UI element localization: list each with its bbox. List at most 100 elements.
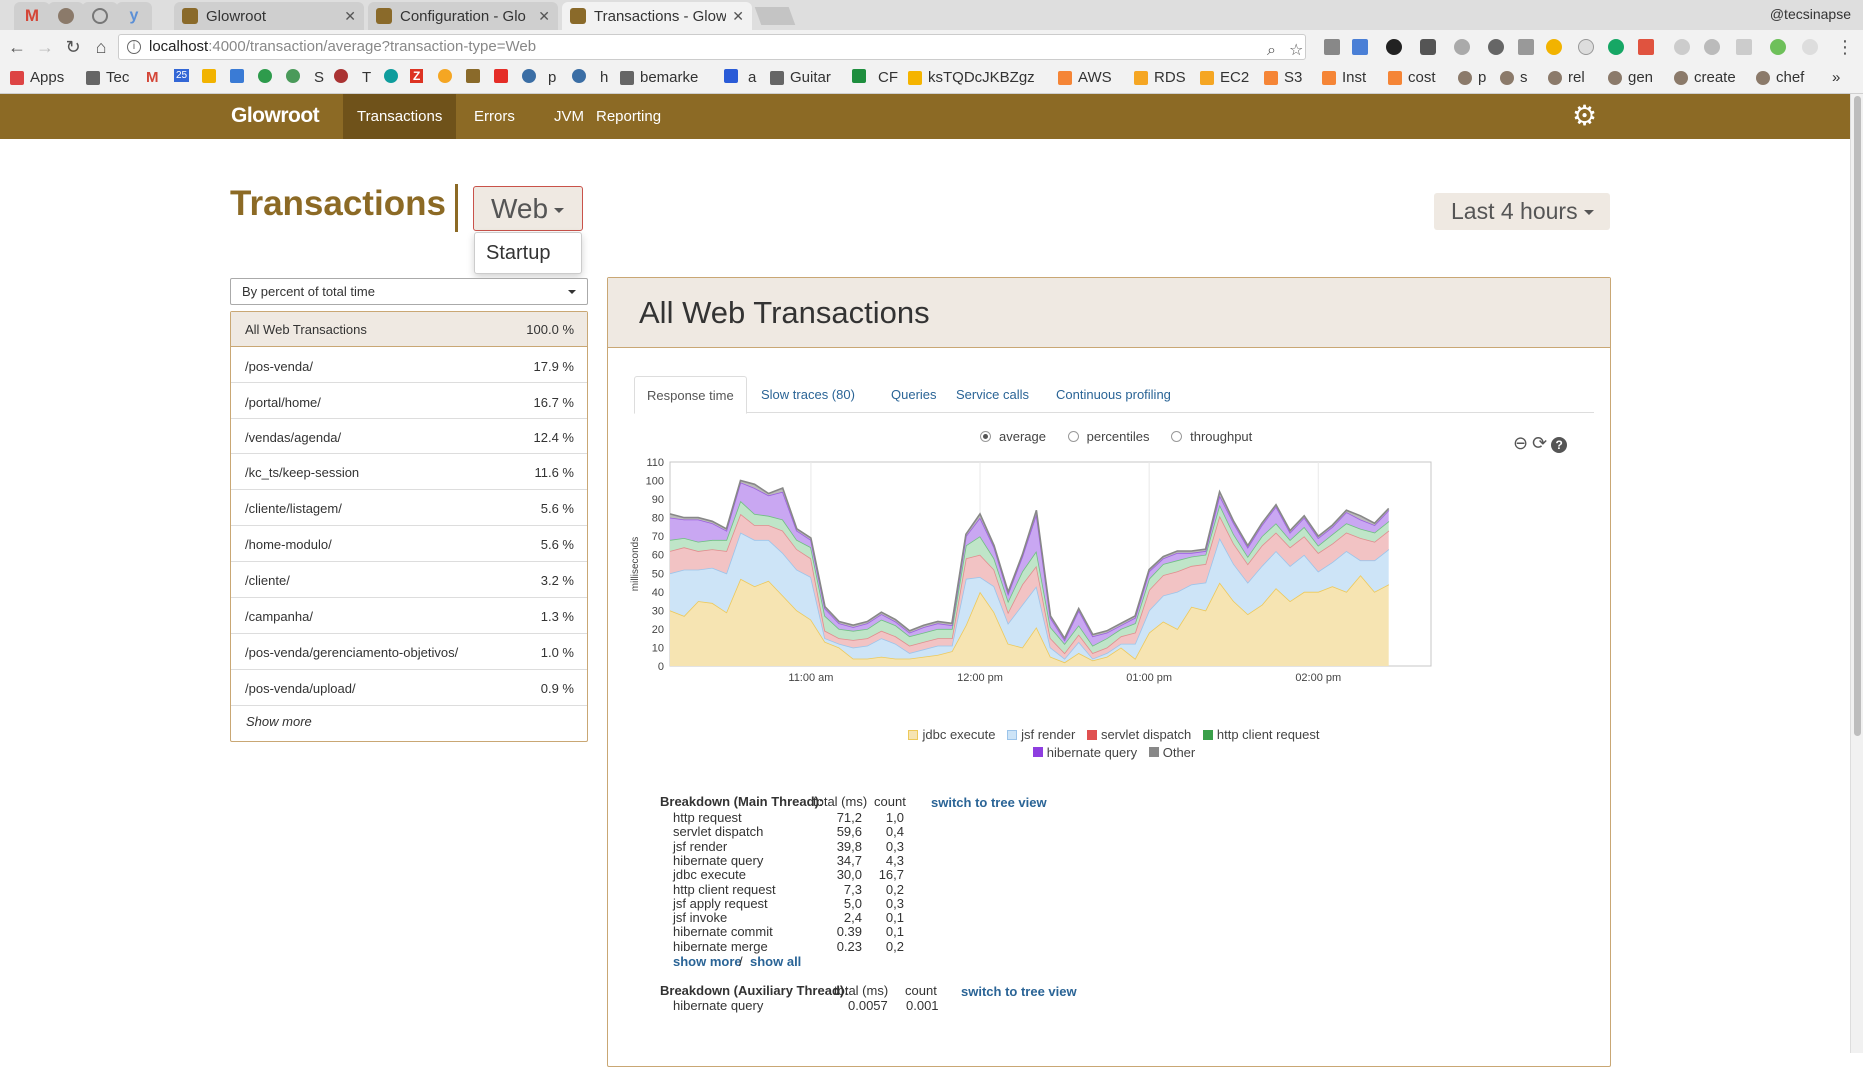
tab-service-calls[interactable]: Service calls bbox=[956, 387, 1029, 402]
forward-icon[interactable]: → bbox=[36, 37, 54, 57]
bookmark[interactable] bbox=[202, 69, 222, 83]
radio-throughput[interactable]: throughput bbox=[1171, 429, 1252, 444]
radio-dot[interactable] bbox=[1171, 431, 1183, 442]
transaction-row[interactable]: /vendas/agenda/ 12.4 % bbox=[231, 419, 587, 454]
extension-icon[interactable] bbox=[1704, 39, 1720, 55]
tab-continuous-profiling[interactable]: Continuous profiling bbox=[1056, 387, 1171, 402]
bookmark[interactable]: T bbox=[362, 69, 372, 86]
bookmark[interactable]: gen bbox=[1608, 69, 1653, 86]
grammarly-icon[interactable] bbox=[1608, 39, 1624, 55]
bookmark[interactable]: p bbox=[548, 69, 557, 86]
extension-icon[interactable] bbox=[1518, 39, 1534, 55]
extension-icon[interactable] bbox=[1802, 39, 1818, 55]
bookmark[interactable]: cost bbox=[1388, 69, 1436, 86]
browser-profile[interactable]: @tecsinapse bbox=[1769, 6, 1851, 22]
bookmark[interactable]: chef bbox=[1756, 69, 1804, 86]
search-icon[interactable]: ⌕ bbox=[1267, 42, 1276, 59]
bookmark[interactable]: AWS bbox=[1058, 69, 1112, 86]
close-icon[interactable]: ✕ bbox=[732, 7, 744, 24]
extension-icon[interactable] bbox=[1638, 39, 1654, 55]
tab-configuration[interactable]: Configuration - Glo ✕ bbox=[368, 2, 558, 30]
legend-item-other[interactable]: Other bbox=[1148, 744, 1195, 761]
transaction-row[interactable]: /portal/home/ 16.7 % bbox=[231, 383, 587, 419]
bookmark[interactable]: rel bbox=[1548, 69, 1585, 86]
extension-icon[interactable] bbox=[1386, 39, 1402, 55]
show-all-link[interactable]: show all bbox=[750, 954, 802, 969]
tab-glowroot[interactable]: Glowroot ✕ bbox=[174, 2, 364, 30]
transaction-row[interactable]: /cliente/listagem/ 5.6 % bbox=[231, 490, 587, 526]
brand-logo[interactable]: Glowroot bbox=[231, 104, 320, 127]
tab-queries[interactable]: Queries bbox=[891, 387, 937, 402]
radio-average[interactable]: average bbox=[980, 429, 1046, 444]
bookmark[interactable] bbox=[852, 69, 872, 83]
new-tab-button[interactable] bbox=[754, 7, 796, 25]
info-icon[interactable]: i bbox=[127, 40, 141, 54]
nav-jvm[interactable]: JVM bbox=[554, 108, 584, 125]
bookmark[interactable] bbox=[230, 69, 250, 83]
bookmark[interactable]: ksTQDcJKBZgz bbox=[908, 69, 1035, 86]
bookmarks-overflow[interactable]: » bbox=[1832, 69, 1841, 86]
bookmark[interactable] bbox=[724, 69, 744, 83]
nav-reporting[interactable]: Reporting bbox=[596, 108, 662, 125]
bookmark[interactable]: RDS bbox=[1134, 69, 1186, 86]
legend-item-http-client-request[interactable]: http client request bbox=[1202, 726, 1320, 743]
legend-item-servlet-dispatch[interactable]: servlet dispatch bbox=[1086, 726, 1191, 743]
transaction-row[interactable]: /kc_ts/keep-session 11.6 % bbox=[231, 454, 587, 490]
bookmark[interactable]: M bbox=[146, 69, 159, 86]
transaction-row-all[interactable]: All Web Transactions 100.0 % bbox=[231, 312, 587, 347]
bookmark[interactable]: CF bbox=[878, 69, 898, 86]
bookmark-folder[interactable]: bemarke bbox=[620, 69, 698, 86]
response-time-chart[interactable]: 0 10 20 30 40 50 60 70 80 90 100 110 11:00 am 12:00 p… bbox=[628, 446, 1438, 736]
bookmark[interactable] bbox=[258, 69, 278, 83]
translate-icon[interactable] bbox=[1352, 39, 1368, 55]
bookmark[interactable]: create bbox=[1674, 69, 1736, 86]
extension-icon[interactable] bbox=[1454, 39, 1470, 55]
bookmark[interactable]: EC2 bbox=[1200, 69, 1249, 86]
home-icon[interactable]: ⌂ bbox=[95, 37, 107, 57]
bookmark[interactable] bbox=[494, 69, 514, 83]
gear-icon[interactable]: ⚙ bbox=[1572, 100, 1598, 131]
menu-icon[interactable]: ⋮ bbox=[1836, 37, 1854, 57]
extension-icon[interactable] bbox=[1488, 39, 1504, 55]
extension-icon[interactable] bbox=[1420, 39, 1436, 55]
bookmark[interactable] bbox=[572, 69, 592, 83]
transaction-row[interactable]: /cliente/ 3.2 % bbox=[231, 562, 587, 598]
bookmark[interactable]: p bbox=[1458, 69, 1486, 86]
drive-icon[interactable] bbox=[1546, 39, 1562, 55]
show-more-link[interactable]: show more bbox=[673, 954, 742, 969]
radio-dot[interactable] bbox=[980, 431, 991, 442]
pinned-tab-3[interactable] bbox=[82, 2, 118, 30]
menu-item-startup[interactable]: Startup bbox=[486, 242, 551, 264]
switch-to-tree-view-link[interactable]: switch to tree view bbox=[961, 984, 1077, 999]
time-range-dropdown[interactable]: Last 4 hours bbox=[1434, 193, 1610, 230]
reload-icon[interactable]: ↻ bbox=[65, 37, 81, 57]
pinned-tab-2[interactable] bbox=[48, 2, 84, 30]
nav-transactions[interactable]: Transactions bbox=[343, 94, 457, 139]
refresh-icon[interactable]: ⟳ bbox=[1532, 433, 1552, 453]
back-icon[interactable]: ← bbox=[8, 37, 26, 57]
transaction-row[interactable]: /campanha/ 1.3 % bbox=[231, 598, 587, 634]
bookmark-folder[interactable]: Tec bbox=[86, 69, 129, 86]
bookmark[interactable] bbox=[466, 69, 486, 83]
transaction-row[interactable]: /pos-venda/ 17.9 % bbox=[231, 347, 587, 383]
close-icon[interactable]: ✕ bbox=[538, 7, 550, 24]
nav-errors[interactable]: Errors bbox=[474, 108, 515, 125]
bookmark[interactable]: h bbox=[600, 69, 609, 86]
bookmark[interactable] bbox=[286, 69, 306, 83]
show-more-transactions-link[interactable]: Show more bbox=[246, 714, 312, 729]
legend-item-hibernate-query[interactable]: hibernate query bbox=[1032, 744, 1137, 761]
transaction-type-dropdown[interactable]: Web bbox=[473, 186, 583, 231]
bookmark[interactable] bbox=[522, 69, 542, 83]
address-bar[interactable]: i localhost:4000/transaction/average?tra… bbox=[118, 34, 1306, 60]
extension-icon[interactable] bbox=[1578, 39, 1594, 55]
extension-icon[interactable] bbox=[1770, 39, 1786, 55]
pinned-tab-gmail[interactable]: M bbox=[14, 2, 50, 30]
bookmark[interactable]: a bbox=[748, 69, 757, 86]
legend-item-jsf-render[interactable]: jsf render bbox=[1007, 726, 1075, 743]
close-icon[interactable]: ✕ bbox=[344, 7, 356, 24]
transaction-row[interactable]: /home-modulo/ 5.6 % bbox=[231, 526, 587, 562]
bookmark-apps[interactable]: Apps bbox=[10, 69, 64, 86]
extension-icon[interactable] bbox=[1674, 39, 1690, 55]
extension-icon[interactable] bbox=[1736, 39, 1752, 55]
sort-select[interactable]: By percent of total time bbox=[230, 278, 588, 305]
